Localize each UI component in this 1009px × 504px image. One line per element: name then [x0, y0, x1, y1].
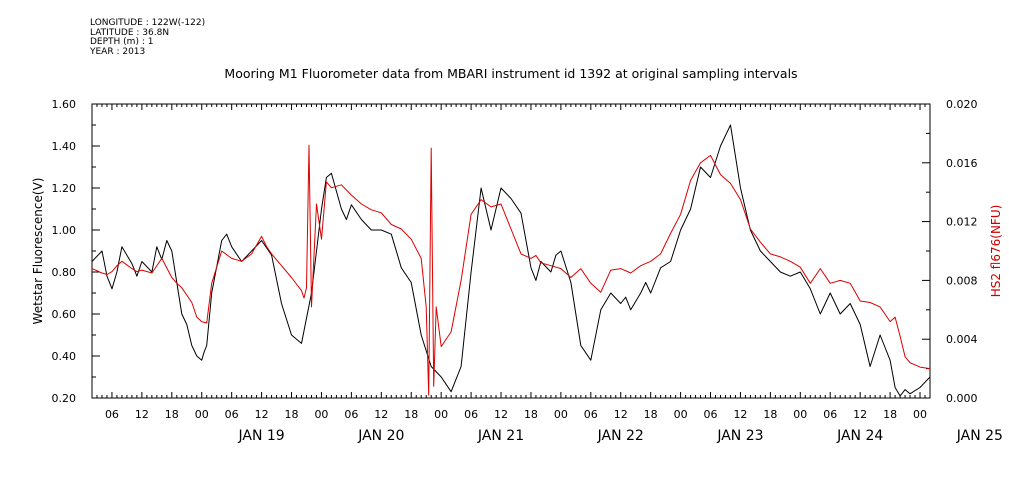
x-hour-label: 00: [434, 408, 448, 421]
x-hour-label: 18: [524, 408, 538, 421]
x-hour-label: 00: [195, 408, 209, 421]
x-hour-label: 06: [105, 408, 119, 421]
x-day-label: JAN 25: [956, 428, 1003, 444]
x-hour-label: 06: [584, 408, 598, 421]
y-tick-label-left: 0.60: [52, 308, 77, 321]
y-tick-label-right: 0.016: [946, 157, 978, 170]
x-hour-label: 18: [763, 408, 777, 421]
y-axis-label-left: Wetstar Fluorescence(V): [31, 178, 45, 325]
year-label: YEAR : 2013: [90, 46, 146, 57]
y-tick-label-left: 1.40: [52, 140, 77, 153]
series-line-hs2-fl676: [92, 144, 930, 396]
y-tick-label-right: 0.000: [946, 392, 978, 405]
x-hour-label: 06: [823, 408, 837, 421]
y-tick-label-left: 0.80: [52, 266, 77, 279]
x-hour-label: 12: [255, 408, 269, 421]
y-tick-label-left: 1.60: [52, 98, 77, 111]
x-day-label: JAN 22: [597, 428, 644, 444]
x-hour-label: 12: [733, 408, 747, 421]
longitude-label: LONGITUDE : 122W(-122): [90, 18, 206, 28]
series-line-wetstar: [92, 124, 930, 397]
plot-frame: [91, 103, 931, 399]
y-tick-label-right: 0.008: [946, 274, 978, 287]
x-hour-label: 06: [704, 408, 718, 421]
x-day-label: JAN 19: [237, 428, 284, 444]
x-hour-label: 18: [883, 408, 897, 421]
x-day-label: JAN 20: [357, 428, 404, 444]
x-hour-label: 00: [314, 408, 328, 421]
y-tick-label-right: 0.012: [946, 216, 978, 229]
station-metadata: LONGITUDE : 122W(-122) LATITUDE : 36.8N …: [90, 18, 206, 57]
x-hour-label: 06: [225, 408, 239, 421]
x-hour-label: 00: [793, 408, 807, 421]
y-tick-label-left: 1.00: [52, 224, 77, 237]
y-tick-label-left: 1.20: [52, 182, 77, 195]
x-hour-label: 00: [913, 408, 927, 421]
x-hour-label: 18: [285, 408, 299, 421]
chart-title: Mooring M1 Fluorometer data from MBARI i…: [224, 66, 798, 81]
x-day-label: JAN 23: [716, 428, 763, 444]
y-tick-label-left: 0.40: [52, 350, 77, 363]
latitude-label: LATITUDE : 36.8N: [90, 27, 170, 38]
x-hour-label: 06: [344, 408, 358, 421]
x-hour-label: 12: [135, 408, 149, 421]
x-hour-label: 12: [853, 408, 867, 421]
depth-label: DEPTH (m) : 1: [90, 37, 154, 47]
y-tick-label-right: 0.004: [946, 333, 978, 346]
x-hour-label: 12: [614, 408, 628, 421]
x-hour-label: 12: [494, 408, 508, 421]
y-tick-label-right: 0.020: [946, 98, 978, 111]
x-day-label: JAN 21: [477, 428, 524, 444]
x-hour-label: 18: [404, 408, 418, 421]
y-tick-label-left: 0.20: [52, 392, 77, 405]
series-layer: [92, 124, 930, 397]
x-hour-label: 18: [165, 408, 179, 421]
x-hour-label: 00: [554, 408, 568, 421]
x-hour-label: 06: [464, 408, 478, 421]
x-hour-label: 00: [674, 408, 688, 421]
axes-group: 06 12 18 00 06 12 18 00 06 12 18 00 06 12 18 00 06 12 18 00…: [52, 98, 1003, 444]
y-axis-label-right: HS2 fl676(NFU): [989, 205, 1003, 298]
x-hour-label: 12: [374, 408, 388, 421]
x-hour-label: 18: [644, 408, 658, 421]
x-day-label: JAN 24: [836, 428, 883, 444]
